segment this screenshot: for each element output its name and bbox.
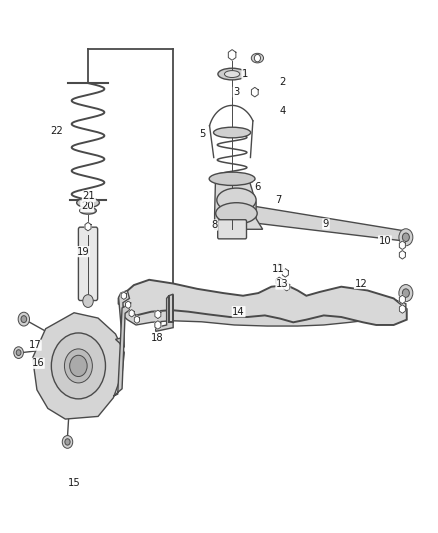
Text: 12: 12 bbox=[354, 279, 367, 288]
Polygon shape bbox=[215, 179, 263, 229]
Circle shape bbox=[399, 285, 413, 302]
FancyBboxPatch shape bbox=[78, 227, 98, 301]
Text: 13: 13 bbox=[276, 279, 289, 289]
Text: 1: 1 bbox=[242, 69, 248, 79]
Ellipse shape bbox=[209, 172, 255, 185]
Polygon shape bbox=[399, 241, 406, 249]
Circle shape bbox=[18, 312, 29, 326]
Circle shape bbox=[254, 54, 261, 62]
Polygon shape bbox=[244, 205, 403, 241]
Polygon shape bbox=[399, 251, 406, 259]
FancyBboxPatch shape bbox=[218, 220, 247, 239]
Polygon shape bbox=[155, 310, 161, 319]
Text: 21: 21 bbox=[82, 191, 95, 201]
Text: 5: 5 bbox=[199, 128, 205, 139]
Text: 17: 17 bbox=[28, 340, 41, 350]
Polygon shape bbox=[121, 296, 406, 326]
Text: 11: 11 bbox=[272, 264, 284, 273]
Ellipse shape bbox=[251, 53, 264, 63]
Text: 2: 2 bbox=[279, 77, 286, 87]
Polygon shape bbox=[126, 301, 131, 309]
Ellipse shape bbox=[77, 198, 99, 207]
Polygon shape bbox=[134, 316, 140, 324]
Ellipse shape bbox=[218, 68, 246, 80]
Ellipse shape bbox=[224, 70, 240, 77]
Ellipse shape bbox=[217, 188, 256, 212]
Circle shape bbox=[21, 316, 27, 322]
Polygon shape bbox=[116, 290, 130, 348]
Ellipse shape bbox=[80, 207, 96, 214]
Text: 10: 10 bbox=[378, 236, 391, 246]
Text: 7: 7 bbox=[275, 195, 281, 205]
Polygon shape bbox=[399, 295, 406, 304]
Polygon shape bbox=[276, 277, 282, 286]
Polygon shape bbox=[85, 222, 91, 231]
Polygon shape bbox=[113, 305, 130, 396]
Text: 22: 22 bbox=[50, 126, 63, 136]
Circle shape bbox=[399, 229, 413, 246]
Text: 19: 19 bbox=[76, 247, 89, 256]
Polygon shape bbox=[399, 305, 406, 313]
Text: 9: 9 bbox=[323, 219, 329, 229]
Polygon shape bbox=[129, 310, 134, 317]
Polygon shape bbox=[283, 269, 288, 277]
Text: 16: 16 bbox=[32, 358, 44, 368]
Text: 20: 20 bbox=[81, 201, 93, 212]
Polygon shape bbox=[119, 280, 407, 325]
Circle shape bbox=[70, 356, 87, 376]
Polygon shape bbox=[284, 282, 290, 291]
Circle shape bbox=[403, 233, 410, 241]
Circle shape bbox=[403, 289, 410, 297]
Text: 18: 18 bbox=[151, 333, 163, 343]
Circle shape bbox=[65, 439, 70, 445]
Circle shape bbox=[64, 349, 92, 383]
Circle shape bbox=[51, 333, 106, 399]
Polygon shape bbox=[228, 50, 236, 60]
Text: 15: 15 bbox=[67, 479, 81, 488]
Text: 8: 8 bbox=[212, 220, 218, 230]
Polygon shape bbox=[155, 294, 173, 332]
Polygon shape bbox=[276, 263, 282, 272]
Text: 3: 3 bbox=[233, 87, 240, 97]
Text: 6: 6 bbox=[254, 182, 261, 192]
Ellipse shape bbox=[216, 203, 257, 224]
Polygon shape bbox=[251, 87, 258, 97]
Text: 14: 14 bbox=[232, 306, 245, 317]
Circle shape bbox=[83, 295, 93, 308]
Text: 4: 4 bbox=[279, 106, 286, 116]
Circle shape bbox=[14, 347, 23, 359]
Ellipse shape bbox=[214, 127, 251, 138]
Circle shape bbox=[16, 350, 21, 356]
Polygon shape bbox=[121, 292, 127, 300]
Polygon shape bbox=[155, 321, 161, 329]
Polygon shape bbox=[32, 313, 124, 419]
Circle shape bbox=[62, 435, 73, 448]
